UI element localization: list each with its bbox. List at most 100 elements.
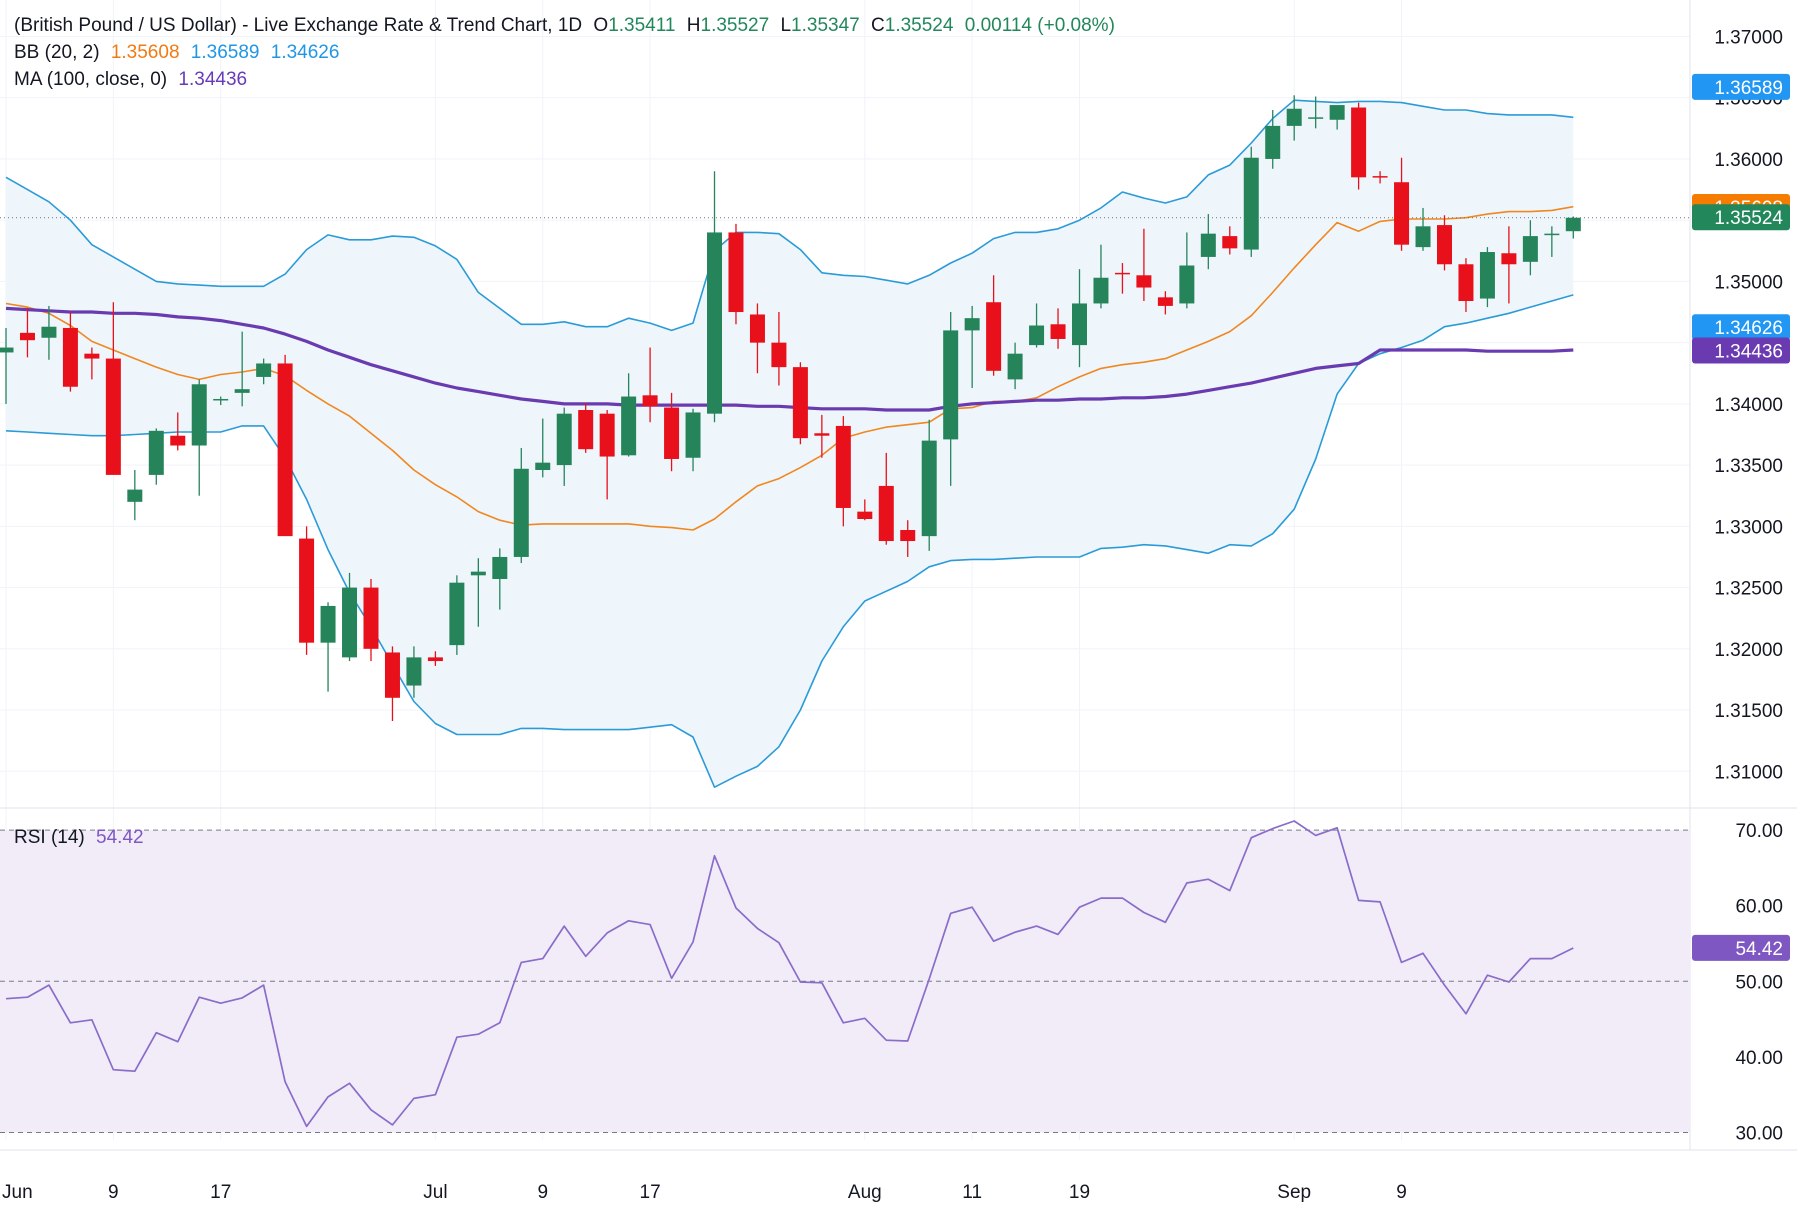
candle xyxy=(1050,308,1066,349)
candle-body xyxy=(707,232,723,414)
candle-body xyxy=(1243,157,1259,250)
candle xyxy=(878,452,894,545)
candle xyxy=(1479,247,1495,308)
price-tick-label: 1.31000 xyxy=(1714,762,1783,783)
candle xyxy=(792,362,808,445)
price-tag-text: 1.36589 xyxy=(1714,78,1783,99)
candle xyxy=(578,402,594,453)
symbol-title[interactable]: (British Pound / US Dollar) - Live Excha… xyxy=(14,15,583,36)
candle-body xyxy=(1179,265,1195,304)
time-tick-label: Jul xyxy=(423,1182,447,1203)
candle xyxy=(1372,171,1388,184)
price-tag-bg xyxy=(1692,337,1790,364)
candle-body xyxy=(685,412,701,458)
candle-body xyxy=(642,395,658,407)
candle-body xyxy=(299,538,315,643)
candle-body xyxy=(170,435,186,446)
candle-body xyxy=(1479,252,1495,299)
candle-body xyxy=(986,302,1002,371)
candle-body xyxy=(578,410,594,450)
time-tick-label: 9 xyxy=(1396,1182,1407,1203)
rsi-value: 54.42 xyxy=(96,827,144,848)
ohlc-low-label: L xyxy=(780,15,792,36)
candle xyxy=(685,408,701,472)
candle xyxy=(1222,226,1238,255)
candle-body xyxy=(384,652,400,698)
candle xyxy=(1114,263,1130,294)
candle-body xyxy=(62,327,78,387)
price-tag-text: 1.35524 xyxy=(1714,208,1783,229)
candle xyxy=(234,331,250,407)
candle-body xyxy=(792,367,808,439)
rsi-legend-label[interactable]: RSI (14) xyxy=(14,827,85,848)
time-axis-labels: Jun 9 17 Jul 9 17 Aug 11 19 Sep 9 xyxy=(2,1182,1407,1203)
time-tick-label: 17 xyxy=(210,1182,231,1203)
price-tag-last: 1.35524 xyxy=(1692,204,1790,231)
bb-lower-value: 1.34626 xyxy=(270,42,340,63)
candle-body xyxy=(105,358,121,475)
candle-body xyxy=(664,407,680,459)
candle-body xyxy=(1415,226,1431,248)
bb-legend-label[interactable]: BB (20, 2) xyxy=(14,42,100,63)
candle-body xyxy=(1351,107,1367,178)
candle xyxy=(771,312,787,386)
candle xyxy=(84,347,100,380)
candle-body xyxy=(1522,236,1538,262)
bb-legend: BB (20, 2) 1.35608 1.36589 1.34626 xyxy=(14,39,345,66)
candle xyxy=(642,347,658,423)
candle xyxy=(513,447,529,564)
price-tag-bb-upper: 1.36589 xyxy=(1692,73,1790,100)
candle-body xyxy=(320,605,336,643)
candle xyxy=(664,392,680,472)
candle-body xyxy=(900,530,916,542)
bb-upper-value: 1.36589 xyxy=(190,42,260,63)
candle-body xyxy=(814,433,830,436)
candle xyxy=(749,303,765,374)
time-tick-label: Sep xyxy=(1277,1182,1311,1203)
candle xyxy=(1007,342,1023,390)
candle-body xyxy=(1222,236,1238,249)
candle xyxy=(707,171,723,423)
candle xyxy=(342,572,358,662)
candles xyxy=(0,95,1581,722)
ma-legend: MA (100, close, 0) 1.34436 xyxy=(14,66,253,93)
price-tick-label: 1.37000 xyxy=(1714,27,1783,48)
time-tick-label: 9 xyxy=(537,1182,548,1203)
candle-body xyxy=(1565,217,1581,232)
rsi-levels xyxy=(0,829,1690,1133)
candle-body xyxy=(1136,275,1152,288)
candle-body xyxy=(535,462,551,471)
ohlc-low: 1.35347 xyxy=(791,15,860,36)
candle-body xyxy=(943,330,959,440)
candle xyxy=(320,602,336,692)
rsi-tag-bg xyxy=(1692,934,1790,961)
time-tick-label: 19 xyxy=(1069,1182,1090,1203)
bb-lower-line xyxy=(5,294,1574,788)
candle xyxy=(1544,226,1560,257)
candle-body xyxy=(406,657,422,686)
candle-body xyxy=(470,571,486,576)
candle-body xyxy=(771,342,787,368)
price-tick-label: 1.31500 xyxy=(1714,701,1783,722)
candle xyxy=(191,379,207,496)
ohlc-close: 1.35524 xyxy=(884,15,954,36)
candle xyxy=(1243,146,1259,257)
candle-body xyxy=(84,353,100,359)
candle xyxy=(41,305,57,360)
candle-body xyxy=(0,347,14,353)
candle-body xyxy=(277,363,293,537)
price-tag-bg xyxy=(1692,314,1790,341)
candle-body xyxy=(1265,125,1281,159)
candle-body xyxy=(492,556,508,579)
candle xyxy=(449,575,465,655)
candle-body xyxy=(556,413,572,466)
candle-body xyxy=(749,314,765,343)
candle xyxy=(900,520,916,557)
candle xyxy=(492,548,508,610)
candle xyxy=(1072,269,1087,368)
candle-body xyxy=(1050,324,1066,339)
ohlc-change: 0.00114 (+0.08%) xyxy=(964,15,1115,36)
ma-legend-label[interactable]: MA (100, close, 0) xyxy=(14,69,168,90)
